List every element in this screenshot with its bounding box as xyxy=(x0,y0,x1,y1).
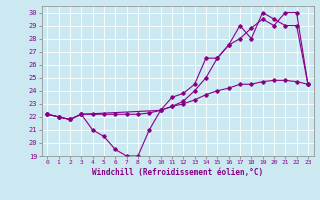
X-axis label: Windchill (Refroidissement éolien,°C): Windchill (Refroidissement éolien,°C) xyxy=(92,168,263,177)
